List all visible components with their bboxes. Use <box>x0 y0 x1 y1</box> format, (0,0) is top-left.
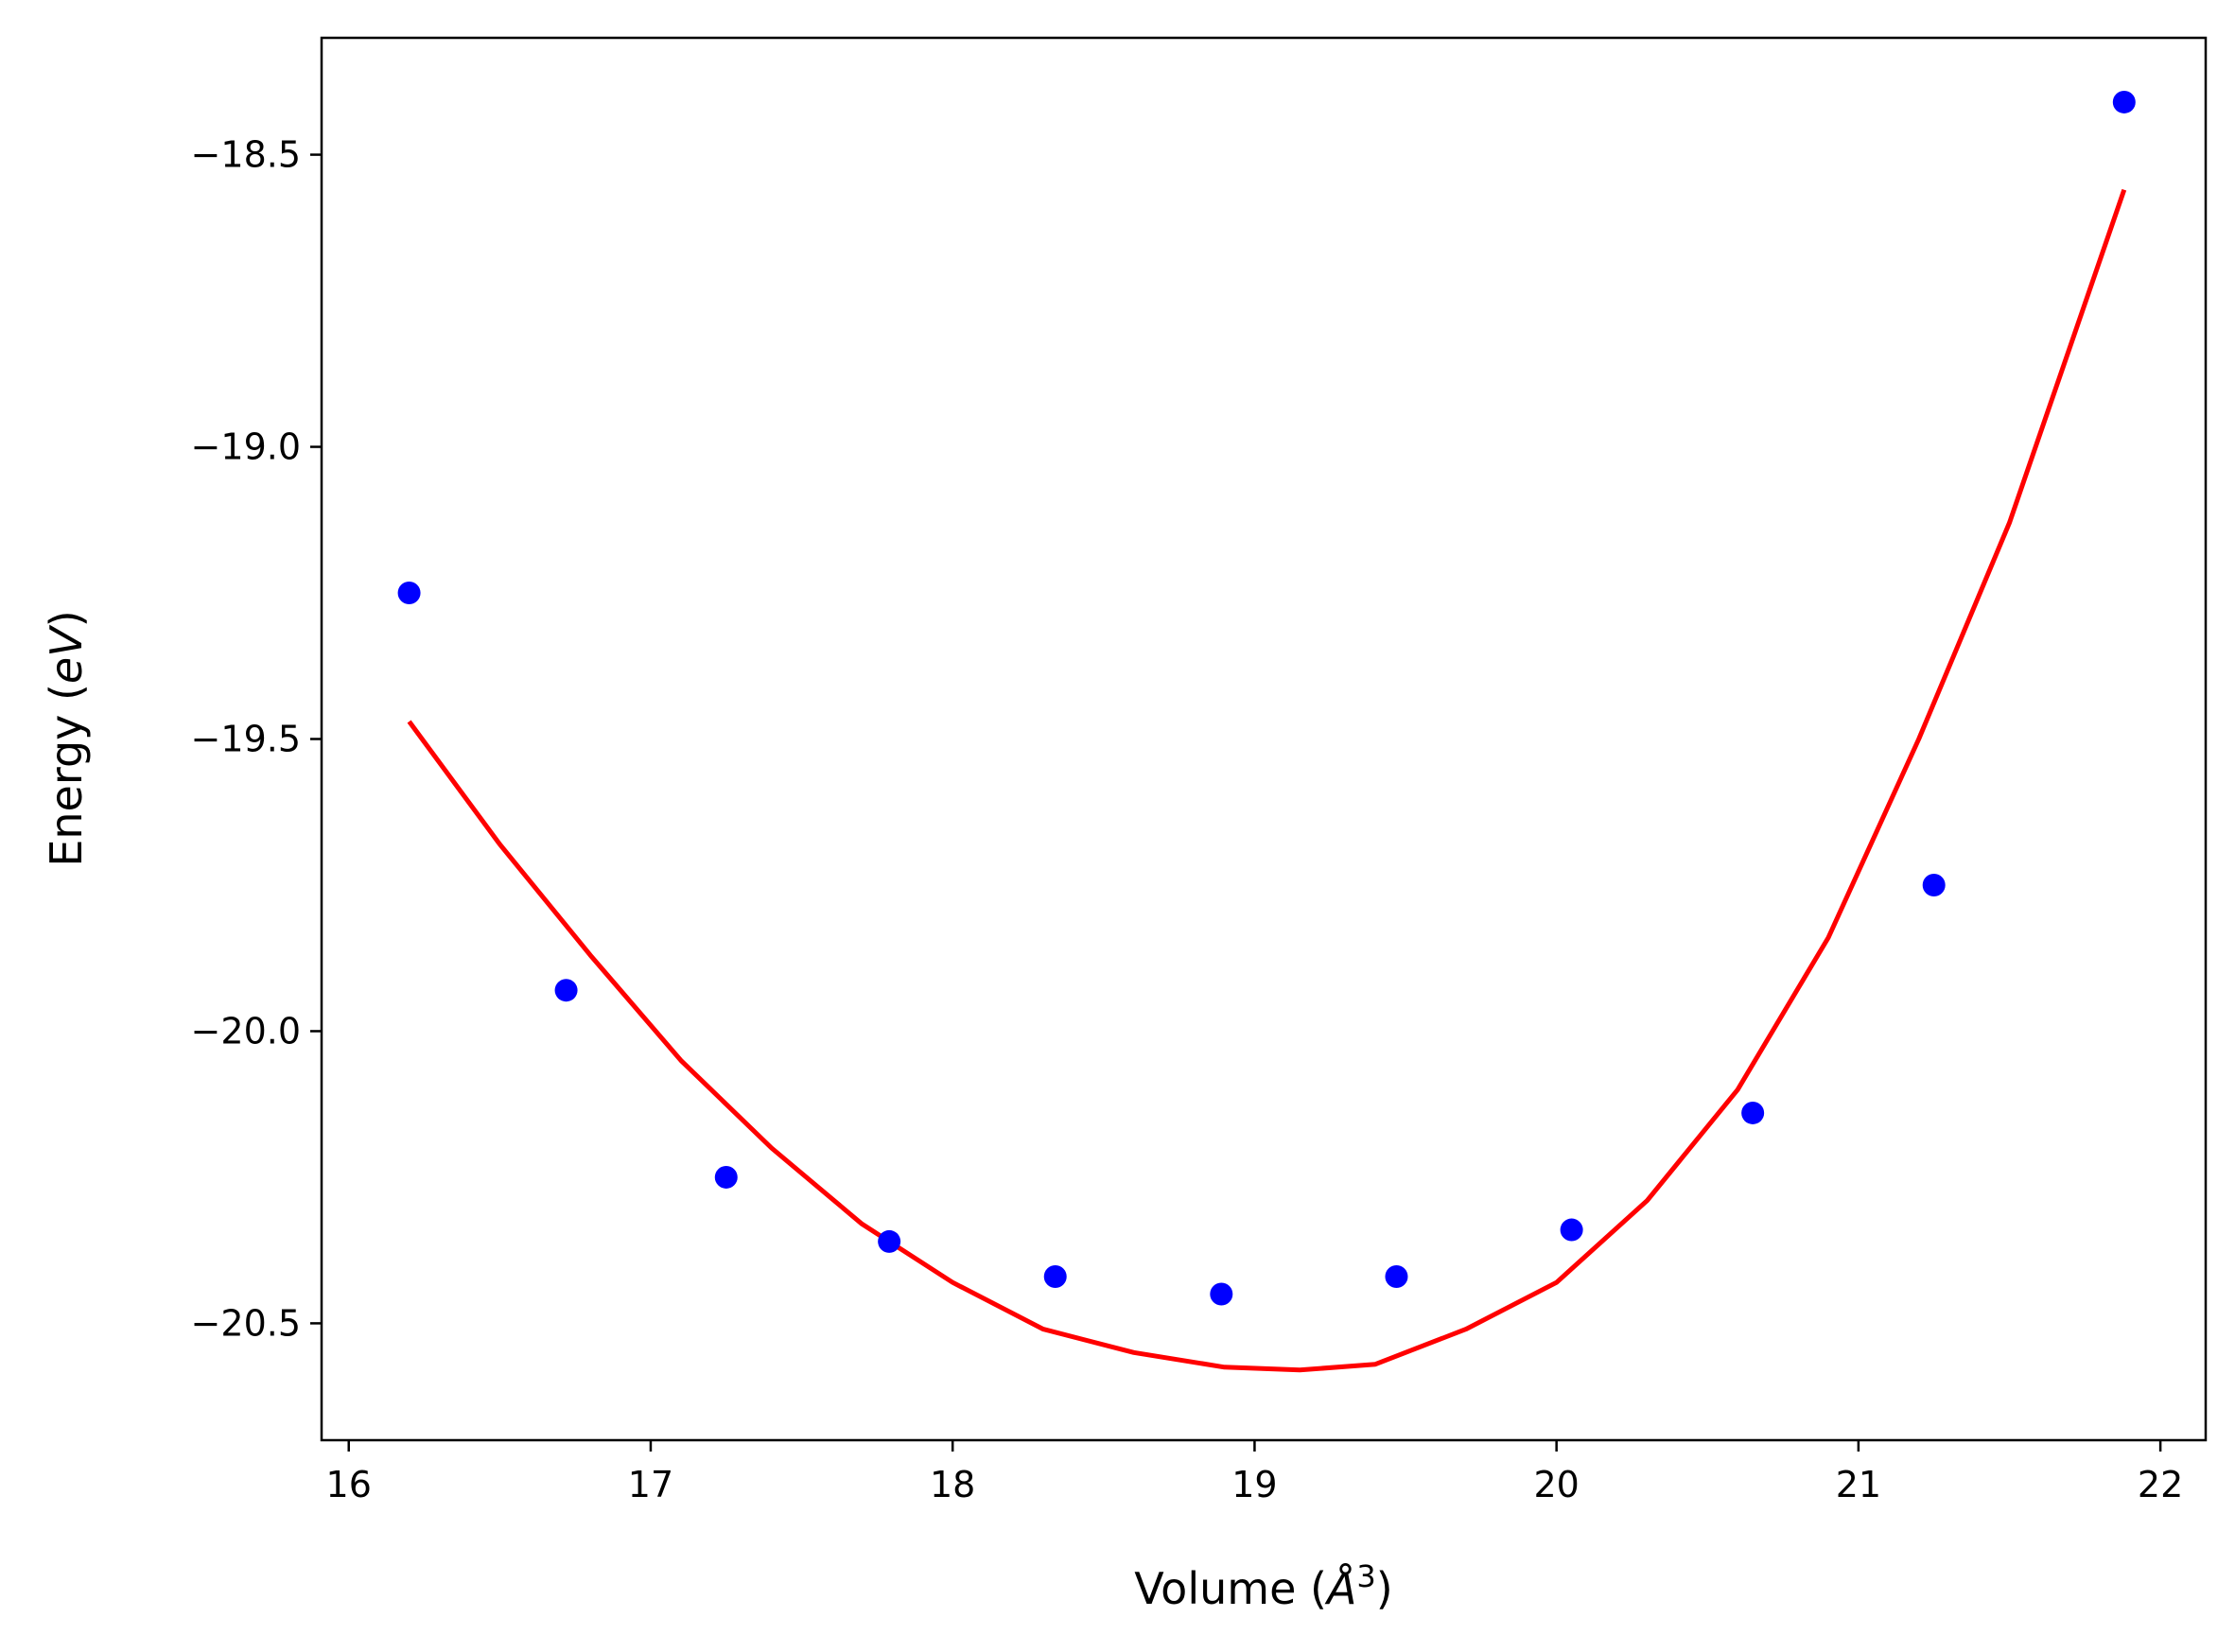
y-axis-label-main: Energy ( <box>41 684 92 867</box>
data-point <box>1741 1101 1765 1124</box>
data-point <box>2112 90 2136 113</box>
x-tick-label: 22 <box>2138 1464 2183 1505</box>
x-tick-label: 17 <box>628 1464 673 1505</box>
x-axis: 16 17 18 19 20 21 22 <box>326 1440 2183 1505</box>
data-point <box>554 979 578 1002</box>
fit-curve-layer <box>407 188 2127 1373</box>
x-tick-label: 18 <box>930 1464 975 1505</box>
y-tick-label: −19.5 <box>191 719 301 760</box>
data-points-layer <box>397 90 2136 1306</box>
data-point <box>1043 1264 1067 1288</box>
y-axis-label-unit: eV <box>41 624 92 684</box>
y-axis-label: Energy (eV) <box>41 610 92 866</box>
data-point <box>1385 1264 1408 1288</box>
x-axis-label: Volume (Å3) <box>1134 1558 1392 1614</box>
data-point <box>397 582 421 605</box>
data-point <box>1210 1282 1233 1306</box>
y-axis-label-end: ) <box>41 610 92 627</box>
x-tick-label: 21 <box>1836 1464 1881 1505</box>
y-tick-label: −20.0 <box>191 1010 301 1052</box>
y-tick-label: −20.5 <box>191 1302 301 1344</box>
data-point <box>1560 1218 1583 1242</box>
y-tick-label: −19.0 <box>191 426 301 468</box>
x-tick-label: 16 <box>326 1464 372 1505</box>
data-point <box>1922 873 1946 896</box>
plot-area <box>322 38 2206 1440</box>
x-axis-label-exponent: 3 <box>1356 1558 1375 1594</box>
x-axis-label-main: Volume ( <box>1134 1563 1327 1614</box>
y-tick-label: −18.5 <box>191 134 301 176</box>
y-axis: −18.5 −19.0 −19.5 −20.0 −20.5 <box>191 134 322 1344</box>
x-tick-label: 20 <box>1533 1464 1579 1505</box>
x-tick-label: 19 <box>1231 1464 1277 1505</box>
fit-curve <box>407 188 2127 1373</box>
x-axis-label-end: ) <box>1376 1563 1393 1614</box>
x-axis-label-unit: Å <box>1324 1563 1356 1614</box>
data-point <box>714 1165 738 1189</box>
data-point <box>878 1229 901 1253</box>
